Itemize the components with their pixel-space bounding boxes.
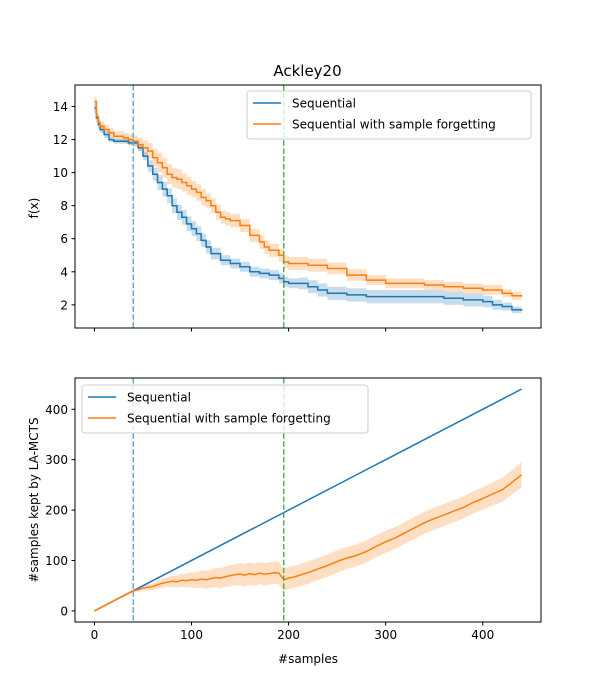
bottom-chart-xtick-label-4: 400 <box>471 628 494 642</box>
bottom-chart-ytick-label-1: 100 <box>45 554 68 568</box>
bottom-chart-ylabel: #samples kept by LA-MCTS <box>27 417 41 582</box>
bottom-chart-xlabel: #samples <box>278 652 338 666</box>
top-chart-ylabel: f(x) <box>27 198 41 219</box>
top-chart-legend-label-0: Sequential <box>292 97 356 111</box>
bottom-chart-band-1 <box>94 462 522 611</box>
top-chart-ytick-label-2: 6 <box>60 232 68 246</box>
bottom-chart-frame <box>74 377 542 623</box>
top-chart-series-line-1 <box>94 100 523 297</box>
bottom-chart-xtick-label-0: 0 <box>91 628 99 642</box>
top-chart-data-layer <box>94 85 523 328</box>
bottom-chart-series-line-0 <box>94 388 522 612</box>
bottom-chart-xtick-label-2: 200 <box>277 628 300 642</box>
top-chart-legend: Sequential Sequential with sample forgett… <box>246 90 532 140</box>
bottom-chart-ytick-label-0: 0 <box>60 604 68 618</box>
top-chart-series-line-0 <box>94 107 523 311</box>
top-chart-legend-box <box>246 90 532 140</box>
bottom-chart-series-line-1 <box>94 474 523 612</box>
top-chart-frame <box>74 84 542 329</box>
bottom-chart-plot-area: 0 100 200 300 4000100200300400SequentialSequ… <box>45 377 542 642</box>
bottom-chart-ytick-label-2: 200 <box>45 504 68 518</box>
bottom-chart-ytick-label-3: 300 <box>45 453 68 467</box>
top-chart-band-0 <box>94 103 522 314</box>
top-chart-ytick-label-0: 2 <box>60 298 68 312</box>
bottom-chart-legend-label-1: Sequential with sample forgetting <box>127 412 331 426</box>
top-chart-ytick-label-1: 4 <box>60 265 68 279</box>
top-chart-ytick-label-5: 12 <box>53 133 68 147</box>
bottom-chart-legend-box <box>81 384 369 434</box>
top-chart-legend-label-1: Sequential with sample forgetting <box>292 118 496 132</box>
bottom-chart-legend-label-0: Sequential <box>127 391 191 405</box>
top-chart-ytick-label-6: 14 <box>53 100 68 114</box>
bottom-chart-xtick-label-1: 100 <box>180 628 203 642</box>
bottom-chart-legend: Sequential Sequential with sample forgett… <box>81 384 369 434</box>
top-chart-ytick-label-4: 10 <box>53 166 68 180</box>
top-chart-title: Ackley20 <box>273 62 341 80</box>
top-chart-ytick-label-3: 8 <box>60 199 68 213</box>
top-chart-plot-area: 2 4 6 8 10 12 14 Sequential Sequential with samp… <box>53 84 542 332</box>
bottom-chart-xtick-label-3: 300 <box>374 628 397 642</box>
bottom-chart-ytick-label-4: 400 <box>45 403 68 417</box>
top-chart-band-1 <box>94 96 522 300</box>
